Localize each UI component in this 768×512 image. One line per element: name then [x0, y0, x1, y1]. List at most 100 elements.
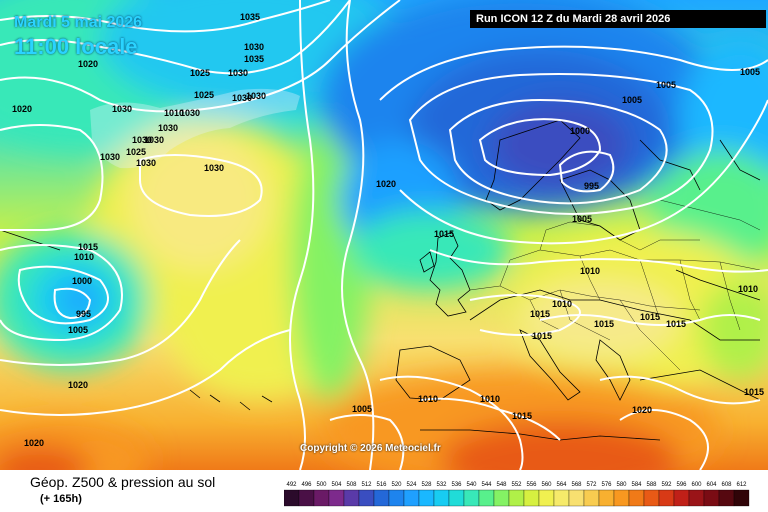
legend-value: 576: [601, 482, 612, 488]
isobar-label: 995: [584, 181, 599, 191]
run-info-banner: Run ICON 12 Z du Mardi 28 avril 2026: [470, 10, 766, 28]
legend-value: 564: [556, 482, 567, 488]
copyright: Copyright © 2026 Meteociel.fr: [300, 443, 441, 454]
legend-value: 528: [421, 482, 432, 488]
isobar-label: 1030: [204, 163, 224, 173]
legend-swatch: [328, 489, 345, 507]
legend-value: 596: [676, 482, 687, 488]
legend-swatch: [613, 489, 630, 507]
isobar-label: 1030: [136, 158, 156, 168]
isobar-label: 1005: [622, 95, 642, 105]
isobar-label: 1030: [132, 135, 152, 145]
isobar-label: 1035: [244, 54, 264, 64]
isobar-label: 1005: [656, 80, 676, 90]
legend-value: 520: [391, 482, 402, 488]
isobar-label: 1030: [158, 123, 178, 133]
legend-swatch: [703, 489, 720, 507]
isobar-label: 1010: [418, 394, 438, 404]
legend-value: 592: [661, 482, 672, 488]
isobar-label: 1025: [194, 90, 214, 100]
legend-swatch: [628, 489, 645, 507]
isobar-label: 1015: [434, 229, 454, 239]
legend-value: 568: [571, 482, 582, 488]
isobar-label: 1020: [68, 380, 88, 390]
legend-swatch: [313, 489, 330, 507]
legend-value: 516: [376, 482, 387, 488]
legend-value: 508: [346, 482, 357, 488]
isobar-label: 1005: [572, 214, 592, 224]
isobar-label: 1015: [512, 411, 532, 421]
isobar-label: 1030: [100, 152, 120, 162]
legend-value: 524: [406, 482, 417, 488]
legend-value: 580: [616, 482, 627, 488]
isobar-label: 1005: [352, 404, 372, 414]
legend-swatch: [673, 489, 690, 507]
country-borders: [469, 199, 761, 371]
isobar-label: 995: [76, 309, 91, 319]
legend-value: 540: [466, 482, 477, 488]
isobar-label: 1035: [240, 12, 260, 22]
legend-value: 556: [526, 482, 537, 488]
isobar-label: 1000: [72, 276, 92, 286]
isobar-label: 1025: [126, 147, 146, 157]
legend-swatch: [523, 489, 540, 507]
geopotential-fields: [0, 0, 768, 470]
legend-swatch: [298, 489, 315, 507]
legend-swatch: [463, 489, 480, 507]
legend-swatch: [388, 489, 405, 507]
isobar-label: 1015: [532, 331, 552, 341]
legend-value: 496: [301, 482, 312, 488]
legend-value: 572: [586, 482, 597, 488]
legend-value: 584: [631, 482, 642, 488]
legend-swatch: [658, 489, 675, 507]
legend-value: 536: [451, 482, 462, 488]
legend-swatch: [493, 489, 510, 507]
legend-swatch: [343, 489, 360, 507]
isobar-label: 1010: [738, 284, 758, 294]
legend-swatch: [418, 489, 435, 507]
isobar-label: 1010: [74, 252, 94, 262]
isobar-label: 1030: [244, 42, 264, 52]
legend-value: 588: [646, 482, 657, 488]
legend-swatch: [553, 489, 570, 507]
isobar-label: 1020: [12, 104, 32, 114]
isobar-label: 1010: [580, 266, 600, 276]
isobar-label: 1015: [530, 309, 550, 319]
legend-swatch: [718, 489, 735, 507]
legend-value: 552: [511, 482, 522, 488]
legend-swatch: [433, 489, 450, 507]
isobar-label: 1015: [594, 319, 614, 329]
isobar-label: 1020: [376, 179, 396, 189]
isobar-label: 1030: [228, 68, 248, 78]
isobar-label: 1015: [666, 319, 686, 329]
isobar-label: 1030: [144, 135, 164, 145]
legend-value: 544: [481, 482, 492, 488]
legend-value: 532: [436, 482, 447, 488]
legend-swatch: [643, 489, 660, 507]
legend-value: 608: [721, 482, 732, 488]
legend-swatch: [448, 489, 465, 507]
isobar-label: 1030: [112, 104, 132, 114]
isobar-label: 1020: [78, 59, 98, 69]
forecast-date: Mardi 5 mai 2026: [14, 14, 143, 31]
legend-value: 492: [286, 482, 297, 488]
greenland-landmass: [90, 88, 300, 169]
legend-swatch: [478, 489, 495, 507]
legend-swatch: [583, 489, 600, 507]
legend-swatch: [373, 489, 390, 507]
legend-value: 560: [541, 482, 552, 488]
legend-value: 612: [736, 482, 747, 488]
footer-subtitle: (+ 165h): [40, 493, 82, 505]
legend-swatch: [508, 489, 525, 507]
legend-swatch: [568, 489, 585, 507]
isobar-label: 1010: [552, 299, 572, 309]
isobar-label: 1000: [570, 126, 590, 136]
isobar-label: 1025: [190, 68, 210, 78]
legend-swatch: [688, 489, 705, 507]
legend-swatch: [358, 489, 375, 507]
isobar-label: 1005: [68, 325, 88, 335]
isobar-label: 1030: [180, 108, 200, 118]
isobar-label: 1020: [24, 438, 44, 448]
